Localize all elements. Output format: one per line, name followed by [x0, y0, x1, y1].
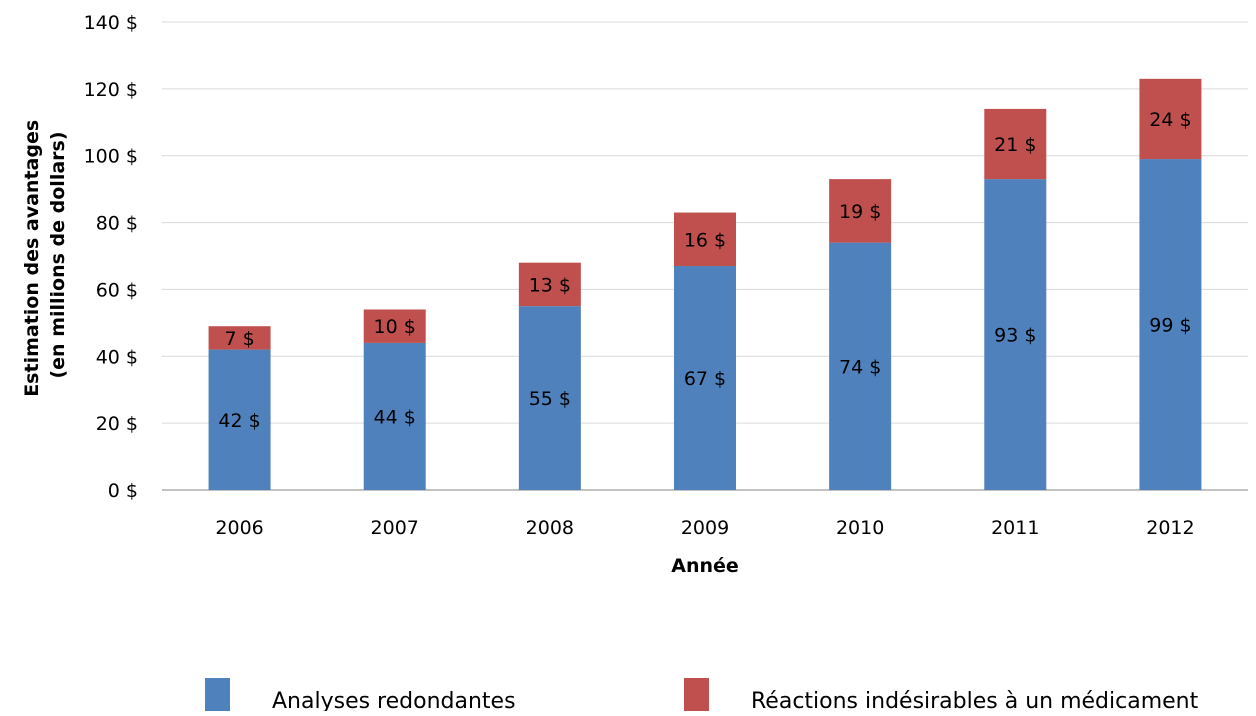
data-label: 74 $: [839, 356, 881, 378]
x-tick-label: 2006: [215, 517, 263, 539]
bar-segment: [674, 266, 736, 490]
data-label: 55 $: [529, 388, 571, 410]
legend-label: Réactions indésirables à un médicament: [751, 689, 1199, 711]
legend-label: Analyses redondantes: [272, 689, 516, 711]
x-tick-label: 2011: [991, 517, 1039, 539]
bar-segment: [674, 212, 736, 267]
y-tick-label: 60 $: [96, 279, 138, 301]
y-tick-label: 40 $: [96, 346, 138, 368]
data-label: 67 $: [684, 368, 726, 390]
legend-swatch: [205, 678, 230, 711]
x-tick-label: 2012: [1146, 517, 1194, 539]
bar-segment: [363, 342, 426, 490]
x-axis-title: Année: [671, 555, 739, 577]
bar-segment: [518, 306, 581, 490]
data-label: 99 $: [1149, 315, 1191, 337]
data-label: 21 $: [994, 134, 1036, 156]
x-tick-label: 2010: [836, 517, 884, 539]
bars: [208, 78, 1202, 491]
data-label: 7 $: [224, 328, 254, 350]
data-label: 42 $: [218, 410, 260, 432]
data-label: 10 $: [374, 316, 416, 338]
y-axis-ticks: 0 $ 20 $ 40 $ 60 $ 80 $ 100 $ 120 $ 140 $: [84, 12, 138, 502]
bar-segment: [984, 108, 1047, 180]
data-label: 44 $: [374, 406, 416, 428]
data-label: 19 $: [839, 201, 881, 223]
y-tick-label: 0 $: [108, 480, 138, 502]
bar-segment: [984, 179, 1047, 490]
bar-segment: [208, 349, 271, 490]
data-label: 13 $: [529, 274, 571, 296]
y-tick-label: 120 $: [84, 79, 138, 101]
legend-swatch: [684, 678, 709, 711]
bar-segment: [1139, 78, 1202, 160]
data-label: 24 $: [1149, 109, 1191, 131]
bar-segment: [1139, 159, 1202, 491]
bar-segment: [518, 262, 581, 307]
x-tick-label: 2009: [681, 517, 729, 539]
bar-segment: [363, 309, 426, 343]
legend: Analyses redondantes Réactions indésirabl…: [205, 678, 1199, 714]
y-tick-label: 80 $: [96, 213, 138, 235]
y-tick-label: 20 $: [96, 413, 138, 435]
bar-segment: [829, 179, 892, 243]
y-axis-title-line-1: Estimation des avantages: [21, 120, 43, 397]
data-labels: 42 $ 7 $ 44 $ 10 $ 55 $ 13 $ 67 $ 16 $ 74 $ 19 $ 9…: [218, 109, 1191, 432]
data-label: 16 $: [684, 229, 726, 251]
data-label: 93 $: [994, 325, 1036, 347]
x-axis-ticks: 2006 2007 2008 2009 2010 2011 2012: [215, 517, 1194, 539]
bar-segment: [208, 326, 271, 350]
y-axis-title: Estimation des avantages (en millions de…: [21, 113, 69, 397]
y-tick-label: 100 $: [84, 146, 138, 168]
bar-segment: [829, 242, 892, 490]
x-tick-label: 2008: [526, 517, 574, 539]
y-tick-label: 140 $: [84, 12, 138, 34]
x-tick-label: 2007: [371, 517, 419, 539]
y-axis-title-line-2: (en millions de dollars): [47, 131, 69, 378]
